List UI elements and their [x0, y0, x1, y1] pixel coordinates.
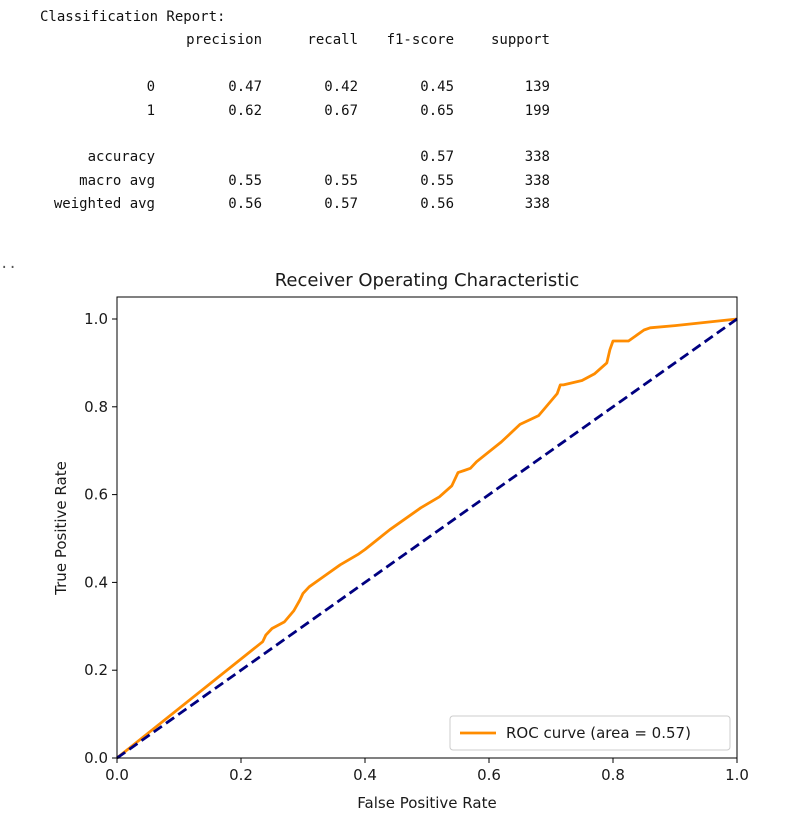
report-cell: 338 — [524, 149, 550, 166]
roc-curve-line — [116, 317, 738, 760]
report-row: weighted avg 0.56 0.57 0.56 338 — [40, 193, 550, 216]
report-row: 0 0.47 0.42 0.45 139 — [40, 76, 550, 99]
legend-label: ROC curve (area = 0.57) — [506, 724, 691, 742]
y-tick-label: 0.8 — [84, 398, 108, 416]
report-row: macro avg 0.55 0.55 0.55 338 — [40, 170, 550, 193]
report-cell: weighted avg — [53, 196, 155, 213]
report-cell: 139 — [524, 79, 550, 96]
report-cell: 0 — [146, 79, 155, 96]
report-cell: 338 — [524, 172, 550, 189]
report-cell: 0.55 — [420, 172, 454, 189]
report-cell: 0.55 — [228, 172, 262, 189]
x-tick-label: 0.4 — [353, 766, 377, 784]
report-title: Classification Report: — [40, 9, 226, 25]
report-row: 1 0.62 0.67 0.65 199 — [40, 100, 550, 123]
report-cell: 0.67 — [324, 102, 358, 119]
report-cell: macro avg — [79, 172, 155, 189]
y-tick-label: 0.4 — [84, 573, 108, 591]
report-cell: 0.57 — [324, 196, 358, 213]
x-tick-label: 0.0 — [105, 766, 129, 784]
classification-report: Classification Report: precision recall f1-… — [40, 6, 550, 217]
x-tick-label: 0.8 — [601, 766, 625, 784]
report-cell: 0.45 — [420, 79, 454, 96]
chart-title: Receiver Operating Characteristic — [275, 270, 580, 291]
report-cell: 199 — [524, 102, 550, 119]
report-cell: 0.57 — [420, 149, 454, 166]
y-axis-ticks: 0.0 0.2 0.4 0.6 0.8 1.0 — [84, 310, 117, 767]
report-cell: 0.42 — [324, 79, 358, 96]
x-axis-ticks: 0.0 0.2 0.4 0.6 0.8 1.0 — [105, 758, 749, 784]
report-cell: 0.65 — [420, 102, 454, 119]
plot-frame — [116, 296, 738, 759]
report-cell: 0.47 — [228, 79, 262, 96]
report-cell: 1 — [146, 102, 155, 119]
plot-area — [116, 296, 738, 760]
legend-box — [449, 715, 731, 751]
x-tick-label: 0.6 — [477, 766, 501, 784]
y-axis-label: True Positive Rate — [52, 461, 70, 596]
x-axis-label: False Positive Rate — [357, 794, 496, 812]
report-cell: 0.56 — [420, 196, 454, 213]
report-cell: f1-score — [386, 32, 454, 49]
y-tick-label: 0.0 — [84, 749, 108, 767]
report-cell: recall — [307, 32, 358, 49]
report-cell: 0.62 — [228, 102, 262, 119]
chance-diagonal-line — [116, 317, 738, 760]
x-tick-label: 1.0 — [725, 766, 749, 784]
report-row: accuracy 0.57 338 — [40, 146, 550, 169]
y-tick-label: 0.2 — [84, 661, 108, 679]
chart-legend: ROC curve (area = 0.57) — [449, 715, 731, 751]
report-cell: support — [490, 32, 550, 49]
report-cell: 338 — [524, 196, 550, 213]
report-cell: 0.55 — [324, 172, 358, 189]
y-tick-label: 1.0 — [84, 310, 108, 328]
report-cell: 0.56 — [228, 196, 262, 213]
output-ellipsis: .. — [0, 256, 17, 272]
report-header-row: precision recall f1-score support — [40, 29, 550, 52]
report-cell: accuracy — [87, 149, 155, 166]
x-tick-label: 0.2 — [229, 766, 253, 784]
y-tick-label: 0.6 — [84, 486, 108, 504]
report-cell: precision — [186, 32, 262, 49]
